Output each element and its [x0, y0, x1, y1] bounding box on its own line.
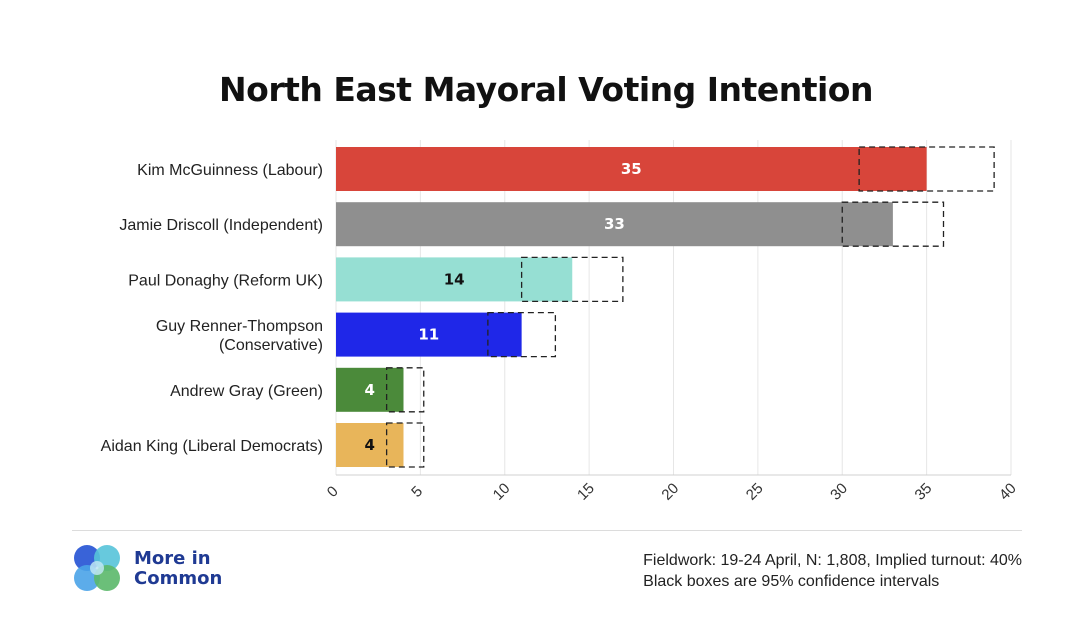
confidence-interval-box [385, 367, 425, 413]
brand-name: More in Common [134, 549, 222, 589]
confidence-note: Black boxes are 95% confidence intervals [643, 573, 940, 590]
x-tick-label: 20 [658, 480, 682, 504]
footer-notes: Fieldwork: 19-24 April, N: 1,808, Implie… [643, 550, 1022, 592]
fieldwork-note: Fieldwork: 19-24 April, N: 1,808, Implie… [643, 552, 1022, 569]
category-label: Aidan King (Liberal Democrats) [101, 438, 323, 455]
confidence-interval-box [858, 146, 995, 192]
category-label: (Conservative) [219, 337, 323, 354]
x-tick-label: 35 [912, 480, 936, 504]
data-label: 4 [365, 436, 375, 454]
confidence-interval-box [841, 201, 945, 247]
data-label: 33 [604, 215, 625, 233]
category-label: Kim McGuinness (Labour) [137, 162, 323, 179]
bar-chart: 35 Kim McGuinness (Labour) 33 Jamie Driscol… [101, 140, 1020, 504]
more-in-common-logo-icon [74, 545, 120, 591]
data-label: 4 [365, 381, 375, 399]
x-tick-label: 0 [324, 483, 342, 501]
data-label: 11 [418, 326, 439, 344]
category-label: Paul Donaghy (Reform UK) [128, 272, 323, 289]
bar [336, 312, 522, 357]
data-label: 14 [444, 270, 465, 288]
confidence-interval-box [385, 422, 425, 468]
x-tick-label: 10 [490, 480, 514, 504]
x-tick-label: 40 [996, 480, 1020, 504]
bar [336, 367, 404, 412]
x-tick-label: 30 [827, 480, 851, 504]
x-tick-label: 25 [743, 480, 767, 504]
bar [336, 202, 893, 247]
chart-title: North East Mayoral Voting Intention [219, 70, 873, 109]
category-label: Guy Renner-Thompson [156, 318, 323, 335]
bar [336, 257, 573, 302]
bar [336, 147, 927, 191]
category-label: Jamie Driscoll (Independent) [119, 217, 323, 234]
data-label: 35 [621, 160, 642, 178]
x-tick-label: 5 [408, 483, 426, 501]
brand-line-2: Common [134, 568, 223, 589]
brand-line-1: More in [134, 548, 211, 569]
bar [336, 423, 404, 467]
footer-divider [72, 530, 1022, 531]
confidence-interval-box [487, 311, 557, 358]
confidence-interval-box [520, 256, 624, 303]
category-label: Andrew Gray (Green) [170, 383, 323, 400]
x-tick-label: 15 [574, 480, 598, 504]
